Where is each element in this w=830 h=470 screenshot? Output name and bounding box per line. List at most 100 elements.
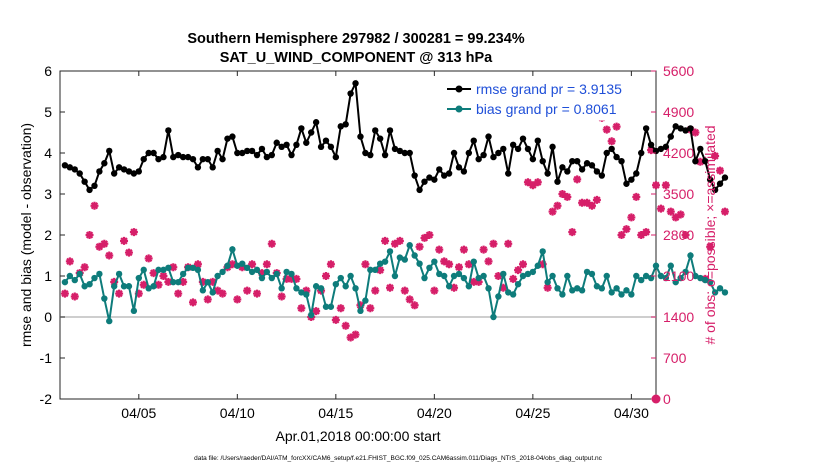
bias-point [165,264,172,271]
rmse-point [322,137,330,144]
obs-marker-shape [188,298,197,307]
obs-marker [602,125,611,134]
obs-marker [371,286,380,295]
bias-point [312,283,320,290]
rmse-point [312,119,320,126]
obs-marker-shape [351,330,360,339]
obs-marker [381,236,390,245]
obs-marker [208,277,217,286]
obs-marker [149,269,158,278]
obs-marker [366,304,375,313]
obs-marker-shape [371,286,380,295]
bias-point [642,272,650,280]
x-tick-label: 04/15 [318,405,353,421]
rmse-point [135,168,143,175]
bias-point [253,266,261,274]
obs-marker-shape [691,128,700,137]
rmse-point [189,155,197,163]
rmse-point [524,145,532,153]
obs-marker [129,228,138,237]
rmse-point [342,121,349,128]
rmse-point [303,139,310,146]
rmse-point [308,129,315,136]
rmse-point [376,135,384,142]
rmse-point [667,133,674,140]
bias-point [475,274,482,282]
rmse-point [406,149,413,157]
obs-marker [494,272,503,280]
bias-point [721,289,729,296]
rmse-point [199,155,207,163]
obs-marker-shape [440,257,449,266]
y-right-tick-label: 0 [663,391,671,407]
obs-marker [302,286,311,295]
rmse-point [485,133,492,140]
obs-marker-shape [400,286,409,295]
bias-point [248,268,256,276]
rmse-point [618,158,625,165]
bias-point [450,272,458,280]
obs-marker-shape [410,301,419,310]
bias-point [179,270,187,278]
obs-marker-shape [563,192,572,201]
bias-point [623,287,630,294]
obs-marker [297,304,306,313]
bias-point [66,272,74,280]
obs-marker [583,198,592,207]
obs-marker [578,198,587,207]
bias-point [155,266,162,274]
obs-marker [262,260,271,269]
y-right-tick-label: 1400 [663,309,694,325]
obs-marker-shape [100,239,109,248]
rmse-point [706,176,714,183]
obs-marker [356,301,365,310]
obs-marker-shape [262,260,271,269]
rmse-point [445,170,453,177]
obs-marker-shape [366,304,375,313]
x-tick-label: 04/05 [121,405,156,421]
obs-marker-shape [543,283,552,292]
obs-marker [238,263,247,272]
obs-marker-shape [159,272,168,280]
bias-point [224,262,231,269]
obs-marker-shape [720,207,729,216]
obs-marker [464,260,473,269]
obs-marker [243,286,252,295]
rmse-point [243,147,251,155]
obs-marker [400,286,409,295]
obs-marker-shape [277,292,286,301]
obs-marker [188,298,197,307]
legend-box [441,77,651,121]
obs-marker [267,239,276,248]
obs-marker-shape [499,283,508,292]
obs-marker-shape [430,286,439,295]
rmse-point [150,149,157,157]
obs-marker [90,201,99,210]
bias-point [539,248,546,255]
obs-marker [553,201,562,210]
bias-point [716,285,724,292]
rmse-point [160,153,167,161]
rmse-point [106,147,113,155]
rmse-point [194,164,202,171]
bias-point [160,266,167,274]
rmse-point [381,151,389,159]
obs-marker [292,274,301,283]
obs-marker [70,292,79,301]
rmse-point [96,168,103,175]
bias-point [170,278,177,286]
rmse-point [505,170,512,177]
obs-marker [538,260,547,269]
obs-marker [321,272,330,280]
bias-point [288,270,295,278]
obs-marker [134,289,143,298]
bias-point [687,252,694,259]
bias-point [239,260,246,267]
obs-marker-shape [514,266,523,275]
rmse-point [140,155,147,163]
rmse-point [175,151,182,159]
bias-point [376,260,384,267]
rmse-point [711,186,719,194]
rmse-point [317,143,325,151]
bias-point [229,246,236,253]
